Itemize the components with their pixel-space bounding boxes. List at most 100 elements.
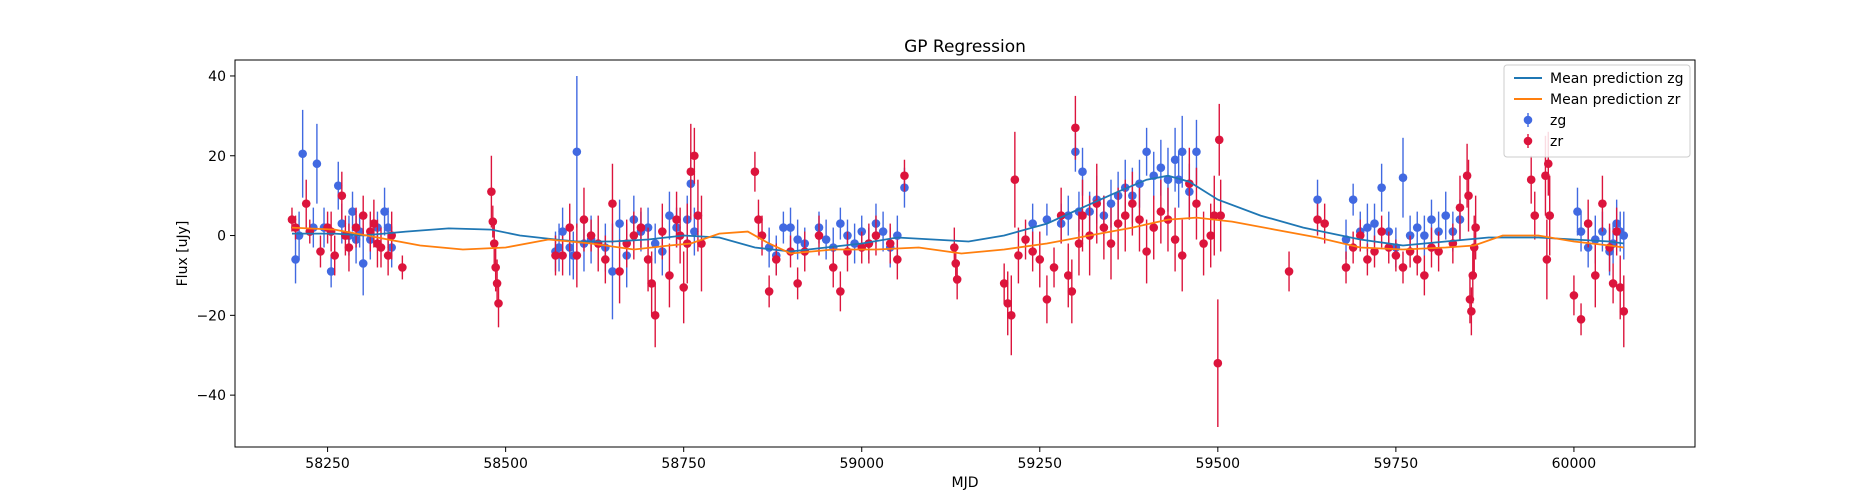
zr-point bbox=[1216, 211, 1225, 220]
zg-point bbox=[337, 219, 347, 228]
zr-point bbox=[1341, 263, 1351, 272]
zr-point bbox=[601, 255, 610, 264]
zr-point bbox=[1583, 219, 1593, 228]
x-tick-label: 59000 bbox=[839, 456, 884, 472]
zg-point bbox=[298, 149, 307, 159]
zg-point bbox=[1619, 231, 1629, 240]
legend-zg-marker bbox=[1523, 115, 1533, 125]
zr-point bbox=[750, 167, 760, 177]
zr-point bbox=[489, 239, 499, 248]
y-tick-label: 20 bbox=[208, 149, 226, 165]
zr-point bbox=[665, 271, 674, 280]
zg-point bbox=[1078, 167, 1087, 177]
zg-point bbox=[554, 243, 564, 252]
zr-point bbox=[1099, 223, 1109, 232]
zg-point bbox=[836, 219, 845, 228]
zg-point bbox=[1163, 175, 1173, 184]
zr-point bbox=[1455, 203, 1465, 212]
zg-point bbox=[383, 223, 393, 232]
zg-point bbox=[1427, 215, 1436, 224]
zr-point bbox=[771, 255, 781, 264]
zr-point bbox=[1106, 239, 1116, 248]
zg-point bbox=[1363, 223, 1372, 232]
zr-point bbox=[1370, 247, 1379, 256]
zr-point bbox=[999, 279, 1009, 288]
x-tick-label: 59500 bbox=[1196, 456, 1241, 472]
zr-point bbox=[1467, 307, 1476, 316]
zr-point bbox=[1028, 247, 1037, 256]
zr-point bbox=[558, 251, 567, 260]
zr-point bbox=[1471, 223, 1480, 232]
zr-point bbox=[1214, 135, 1224, 145]
zg-point bbox=[1156, 163, 1166, 173]
zr-series bbox=[287, 95, 1629, 428]
zg-point bbox=[786, 223, 795, 232]
zr-point bbox=[1014, 251, 1023, 260]
zr-point bbox=[1142, 247, 1151, 256]
zr-point bbox=[1464, 191, 1473, 200]
zr-point bbox=[572, 251, 582, 260]
y-tick-label: −20 bbox=[196, 308, 226, 324]
zg-point bbox=[1573, 207, 1582, 216]
zr-point bbox=[492, 279, 502, 288]
y-tick-label: −40 bbox=[196, 388, 226, 404]
zg-point bbox=[312, 159, 322, 169]
zr-point bbox=[1199, 239, 1208, 248]
zr-point bbox=[1363, 255, 1372, 264]
zr-point bbox=[828, 263, 838, 272]
zr-point bbox=[1021, 235, 1030, 244]
zr-point bbox=[1526, 175, 1536, 184]
zr-point bbox=[1530, 211, 1540, 220]
zr-point bbox=[629, 231, 639, 240]
zr-point bbox=[366, 227, 375, 236]
zr-point bbox=[686, 167, 696, 177]
zr-point bbox=[1067, 287, 1077, 296]
zg-point bbox=[380, 207, 389, 216]
zr-point bbox=[658, 227, 667, 236]
zr-point bbox=[1042, 295, 1052, 304]
zr-point bbox=[1355, 231, 1365, 240]
zr-point bbox=[301, 199, 311, 208]
zr-point bbox=[1543, 159, 1553, 169]
zr-point bbox=[1377, 227, 1386, 236]
x-tick-label: 58250 bbox=[305, 456, 350, 472]
zg-point bbox=[572, 147, 582, 157]
zr-point bbox=[1078, 211, 1087, 220]
legend-zr-label: zr bbox=[1550, 134, 1563, 150]
zr-point bbox=[1128, 199, 1137, 208]
zr-point bbox=[615, 267, 624, 276]
zr-point bbox=[586, 231, 596, 240]
x-axis: 58250 58500 58750 59000 59250 59500 59750 60000 bbox=[305, 447, 1596, 472]
zr-point bbox=[369, 219, 379, 228]
legend-mean-prediction-zr-label: Mean prediction zr bbox=[1550, 92, 1681, 108]
x-tick-label: 59250 bbox=[1018, 456, 1063, 472]
y-tick-label: 40 bbox=[208, 69, 226, 85]
zg-point bbox=[608, 267, 617, 276]
zr-point bbox=[351, 223, 361, 232]
zg-point bbox=[1170, 155, 1180, 165]
zr-point bbox=[487, 187, 496, 196]
zr-point bbox=[344, 243, 354, 252]
zr-point bbox=[636, 223, 646, 232]
zr-point bbox=[693, 211, 703, 220]
zg-point bbox=[1142, 147, 1151, 157]
zr-point bbox=[1006, 311, 1016, 320]
zr-point bbox=[814, 231, 824, 240]
zr-point bbox=[950, 243, 959, 252]
zg-point bbox=[1192, 147, 1201, 157]
zg-point bbox=[326, 267, 336, 276]
y-axis: −40 −20 0 20 40 bbox=[196, 69, 235, 404]
zr-point bbox=[893, 255, 902, 264]
zr-point bbox=[643, 255, 653, 264]
zr-point bbox=[491, 263, 500, 272]
zg-point bbox=[793, 235, 802, 244]
zr-point bbox=[1177, 251, 1187, 260]
legend-zr-marker bbox=[1523, 136, 1533, 146]
mean-prediction-zg-line bbox=[292, 174, 1624, 253]
legend-box bbox=[1503, 64, 1691, 158]
zr-point bbox=[1598, 199, 1607, 208]
zg-point bbox=[665, 211, 674, 220]
zg-point bbox=[358, 259, 368, 268]
zr-point bbox=[1462, 171, 1472, 181]
zr-point bbox=[376, 243, 386, 252]
